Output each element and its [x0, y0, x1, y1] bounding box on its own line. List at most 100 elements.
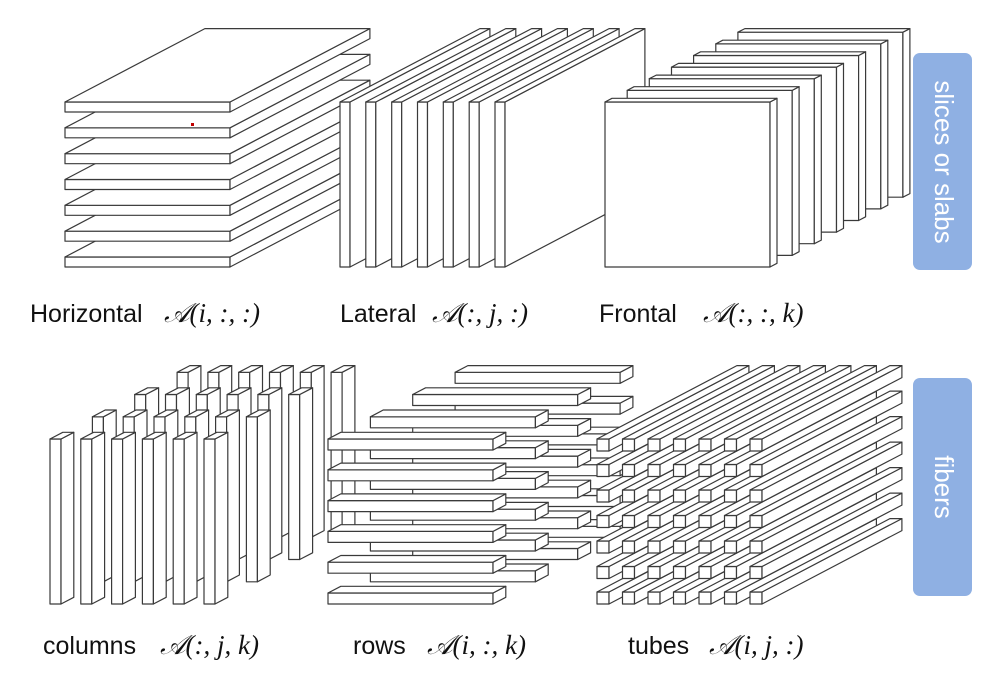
front-face	[698, 540, 712, 554]
front-face	[391, 101, 403, 268]
front-face	[723, 540, 738, 554]
front-face	[64, 127, 231, 139]
front-face	[468, 101, 480, 268]
front-face	[604, 101, 771, 268]
top-face	[327, 554, 507, 563]
top-face	[288, 387, 314, 396]
top-face	[215, 409, 240, 418]
top-face	[723, 365, 878, 440]
right-face	[183, 431, 198, 605]
right-face	[299, 387, 314, 561]
front-face	[698, 514, 712, 529]
horizontal-slices-figure	[64, 28, 371, 268]
caption-horizontal-math: 𝒜(i, :, :)	[164, 298, 260, 328]
right-face	[152, 431, 167, 605]
right-face	[769, 97, 778, 268]
top-face	[749, 492, 903, 568]
right-face	[256, 409, 271, 583]
front-face	[647, 540, 661, 554]
front-face	[698, 463, 712, 478]
top-face	[172, 431, 198, 440]
front-face	[723, 438, 738, 452]
front-face	[110, 438, 124, 605]
fibers-label: fibers	[929, 455, 959, 519]
front-face	[647, 438, 661, 452]
front-face	[80, 438, 93, 605]
front-face	[64, 178, 231, 191]
top-face	[749, 467, 903, 542]
top-face	[604, 97, 778, 103]
front-face	[698, 489, 712, 503]
caption-columns-math: 𝒜(:, j, k)	[160, 630, 259, 660]
front-face	[647, 565, 661, 580]
caption-rows-math: 𝒜(i, :, k)	[427, 630, 526, 660]
front-face	[49, 438, 62, 605]
top-face	[416, 28, 569, 103]
top-face	[268, 365, 294, 373]
top-face	[412, 387, 592, 396]
column-fibers-figure	[49, 365, 356, 605]
top-face	[648, 74, 822, 80]
top-face	[238, 365, 264, 373]
top-face	[327, 462, 507, 471]
caption-frontal-word: Frontal	[599, 300, 677, 328]
top-face	[749, 365, 903, 440]
front-face	[647, 591, 661, 605]
top-face	[184, 409, 210, 418]
caption-tubes-word: tubes	[628, 632, 689, 660]
top-face	[327, 431, 507, 440]
top-face	[327, 493, 507, 502]
front-face	[621, 489, 636, 503]
top-face	[195, 387, 221, 396]
right-face	[902, 28, 911, 198]
caption-rows-word: rows	[353, 632, 406, 660]
top-face	[749, 517, 903, 593]
caption-frontal-math: 𝒜(:, :, k)	[703, 298, 804, 328]
front-face	[621, 540, 636, 554]
front-face	[621, 438, 636, 452]
right-face	[60, 431, 75, 605]
front-face	[327, 530, 494, 544]
front-face	[64, 204, 231, 216]
top-face	[91, 409, 117, 418]
caption-lateral-word: Lateral	[340, 300, 416, 328]
top-face	[365, 28, 517, 103]
front-face	[494, 101, 506, 268]
top-face	[670, 62, 845, 68]
lateral-slices-figure	[339, 28, 646, 268]
top-face	[176, 365, 202, 373]
slices-label-box	[913, 53, 972, 270]
top-face	[64, 28, 371, 103]
front-face	[749, 489, 763, 503]
top-face	[226, 387, 252, 396]
top-face	[110, 431, 136, 440]
right-face	[813, 74, 822, 245]
top-face	[369, 409, 549, 418]
caption-columns-word: columns	[43, 632, 136, 660]
top-face	[330, 365, 356, 373]
front-face	[330, 371, 343, 538]
top-face	[49, 431, 75, 440]
front-face	[749, 565, 763, 580]
frontal-slices-figure	[604, 28, 911, 268]
front-face	[749, 438, 763, 452]
front-face	[672, 565, 687, 580]
top-face	[626, 86, 800, 92]
right-face	[791, 86, 800, 256]
front-face	[327, 438, 494, 451]
front-face	[723, 463, 738, 478]
front-face	[723, 565, 738, 580]
front-face	[698, 565, 712, 580]
front-face	[596, 565, 610, 580]
front-face	[64, 101, 231, 113]
front-face	[749, 514, 763, 529]
front-face	[141, 438, 154, 605]
front-face	[672, 514, 687, 529]
right-face	[268, 387, 283, 561]
row-fibers-figure	[327, 365, 634, 605]
slices-label: slices or slabs	[929, 80, 959, 243]
top-face	[80, 431, 106, 440]
top-face	[122, 409, 148, 418]
front-face	[647, 489, 661, 503]
right-face	[214, 431, 229, 605]
